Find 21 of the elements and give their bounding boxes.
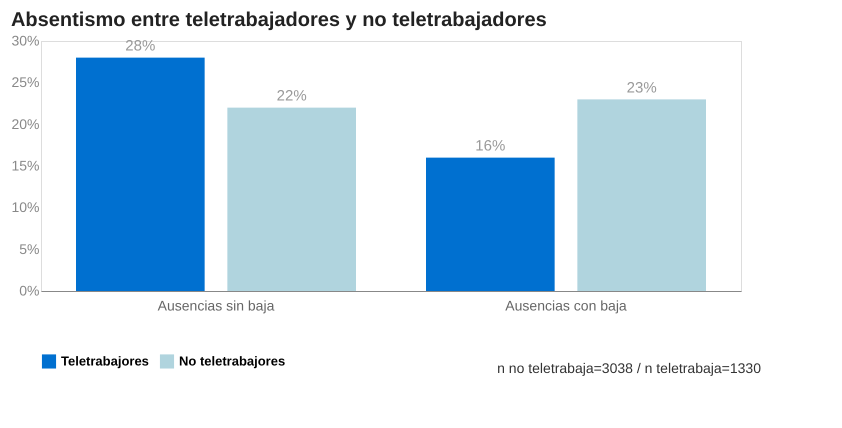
x-tick-label: Ausencias sin baja: [158, 298, 275, 314]
bar: [577, 99, 706, 291]
y-tick-label: 30%: [11, 32, 40, 48]
y-tick-label: 5%: [19, 240, 40, 257]
bar: [227, 108, 356, 291]
text: n no teletrabaja=3038 / n teletrabaja=1330: [497, 360, 762, 376]
y-tick-label: 15%: [11, 158, 40, 174]
y-tick-label: 20%: [11, 116, 40, 132]
legend-label: No teletrabajores: [179, 353, 286, 368]
bar: [426, 158, 555, 291]
data-label: 22%: [276, 88, 307, 105]
y-tick-label: 10%: [11, 199, 40, 216]
data-label: 23%: [626, 79, 657, 96]
data-label: 28%: [125, 38, 156, 55]
y-tick-label: 0%: [19, 282, 40, 298]
legend-label: Teletrabajores: [61, 353, 149, 368]
chart-title: Absentismo entre teletrabajadores y no teletrabajadores: [10, 9, 547, 31]
data-label: 16%: [475, 138, 506, 155]
bar: [76, 58, 205, 291]
x-tick-label: Ausencias con baja: [505, 298, 627, 314]
y-tick-label: 25%: [11, 74, 40, 90]
